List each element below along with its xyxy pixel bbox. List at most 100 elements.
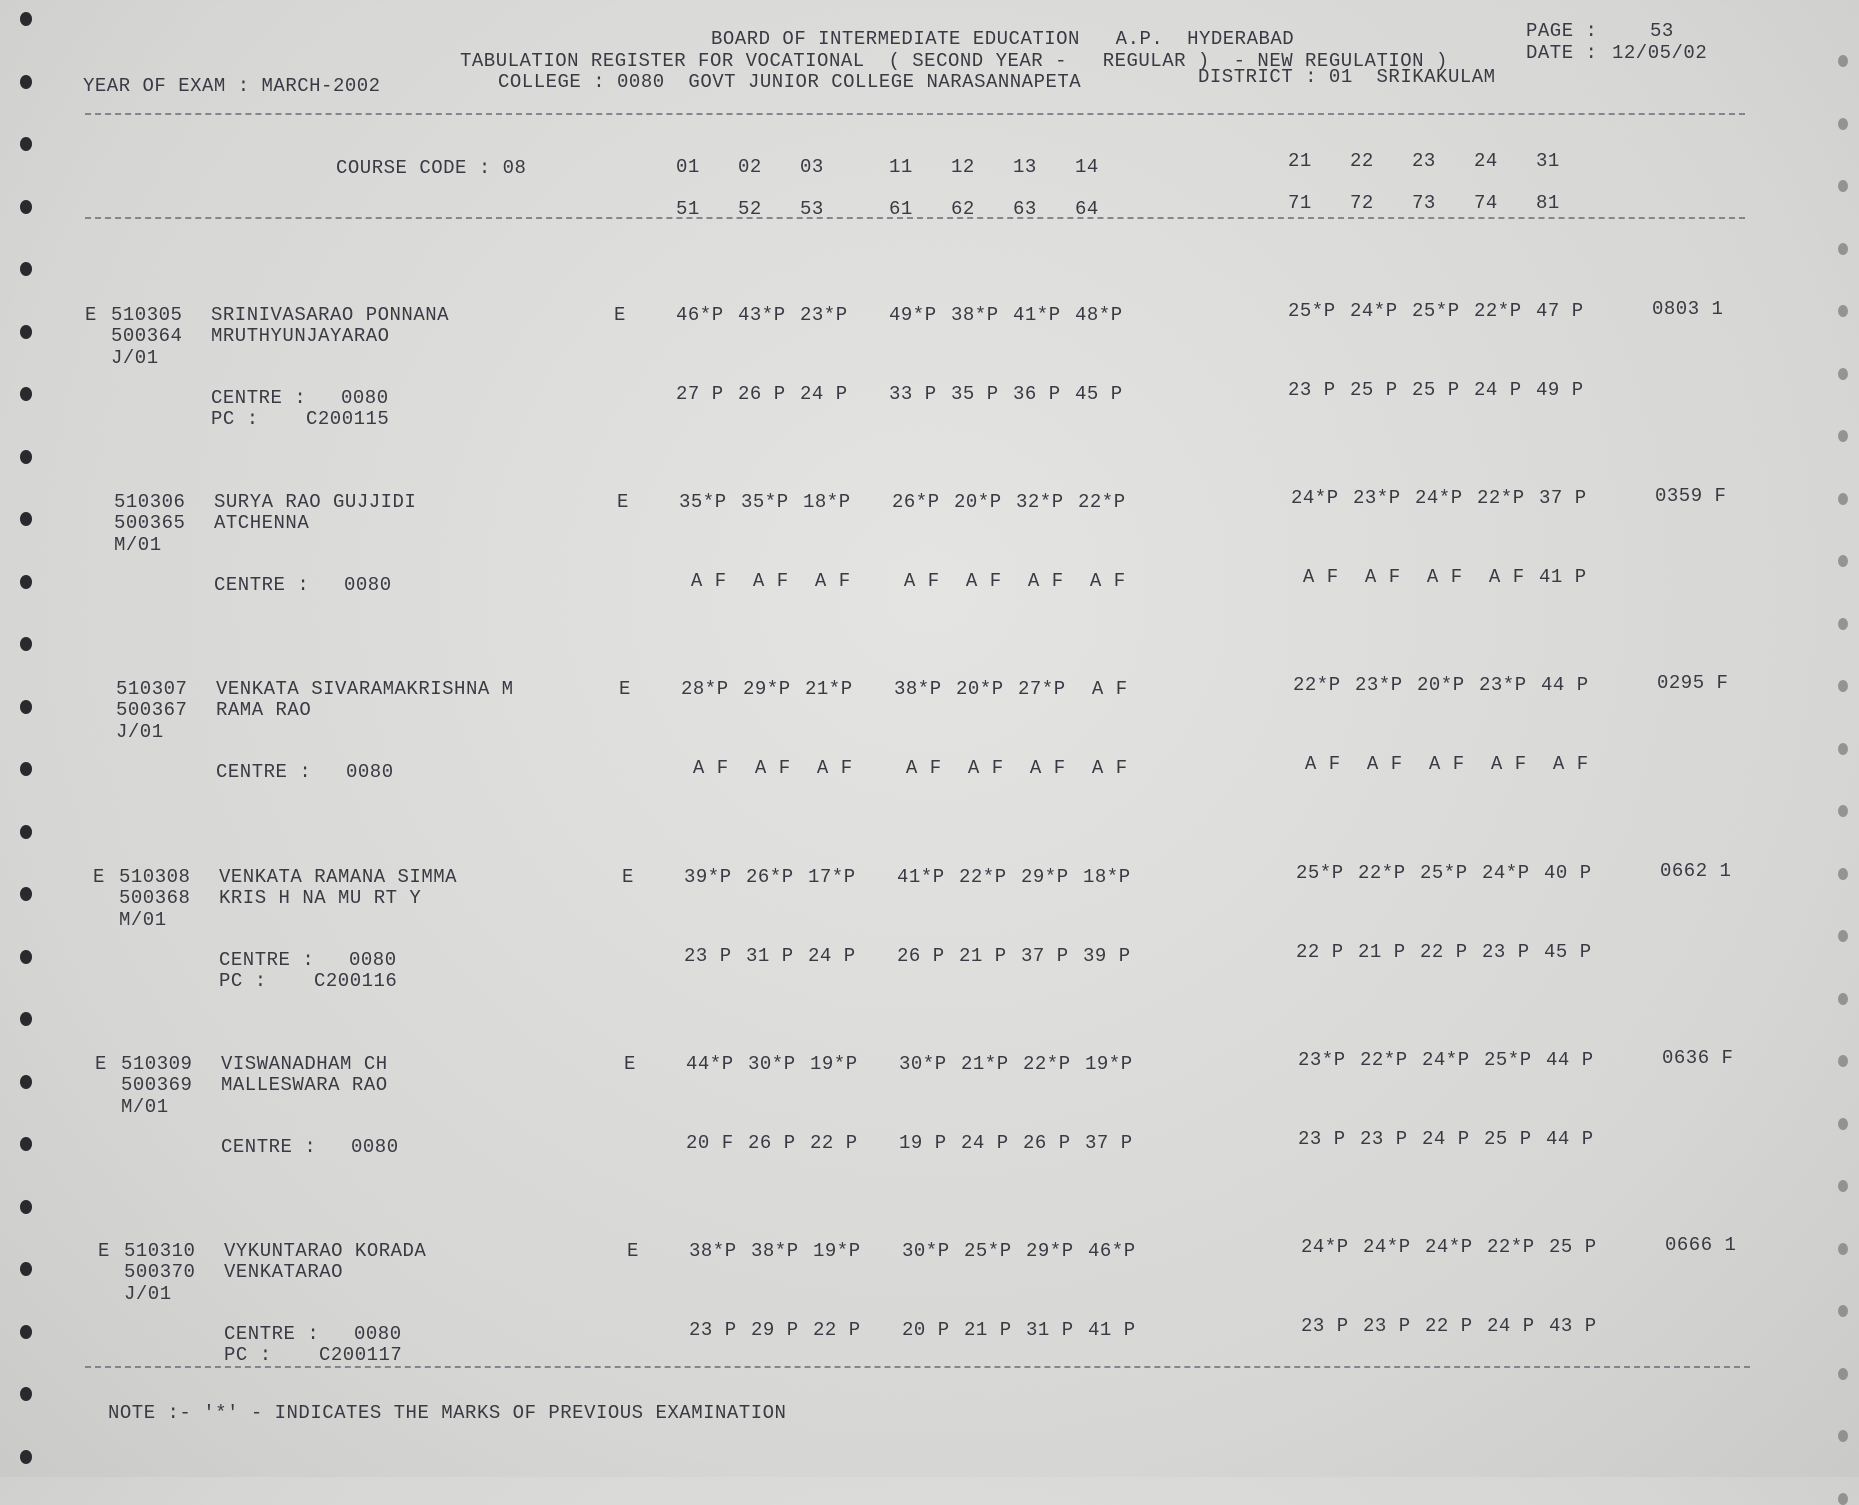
punch-hole: [20, 1387, 32, 1401]
mark-current: 41*P: [897, 866, 945, 888]
punch-hole: [20, 949, 32, 964]
column-code: 62: [951, 198, 975, 220]
mark-current: 19*P: [1085, 1053, 1133, 1075]
punch-hole: [20, 637, 32, 651]
previous-roll-number: 500370: [124, 1261, 196, 1283]
mark-current: 18*P: [803, 491, 851, 513]
mark-second: A F: [1415, 566, 1463, 588]
mark-current: 35*P: [741, 491, 789, 513]
mark-current: 35*P: [679, 491, 727, 513]
punch-hole: [20, 1074, 32, 1089]
mark-current: 17*P: [808, 866, 856, 888]
punch-hole: [1838, 1305, 1848, 1317]
column-code: 73: [1412, 192, 1436, 214]
centre-code: 0080: [346, 761, 394, 783]
pc-code: C200115: [306, 408, 390, 430]
divider-header: [85, 217, 1745, 219]
mark-current: 23*P: [1353, 487, 1401, 509]
mark-second: 24 P: [808, 945, 856, 967]
mark-current: 44 P: [1546, 1049, 1594, 1071]
mark-second: 19 P: [899, 1132, 947, 1154]
column-code: 14: [1075, 156, 1099, 178]
mark-second: 23 P: [1363, 1315, 1411, 1337]
column-code: 52: [738, 198, 762, 220]
district: DISTRICT : 01 SRIKAKULAM: [1198, 66, 1496, 88]
mark-current: 22*P: [959, 866, 1007, 888]
mark-second: A F: [803, 570, 851, 592]
mark-second: 24 P: [800, 383, 848, 405]
mark-second: 22 P: [1425, 1315, 1473, 1337]
mark-second: A F: [1477, 566, 1525, 588]
mark-current: 43*P: [738, 304, 786, 326]
column-code: 53: [800, 198, 824, 220]
punch-hole: [1838, 1242, 1848, 1255]
punch-hole: [1838, 930, 1848, 942]
mark-second: 37 P: [1021, 945, 1069, 967]
mark-current: 28*P: [681, 678, 729, 700]
mark-second: 25 P: [1350, 379, 1398, 401]
mark-current: 22*P: [1358, 862, 1406, 884]
mark-current: 39*P: [684, 866, 732, 888]
column-code: 02: [738, 156, 762, 178]
punch-hole: [1838, 1492, 1848, 1505]
mark-current: 38*P: [894, 678, 942, 700]
result-code: 0803 1: [1652, 298, 1724, 320]
mark-current: 22*P: [1360, 1049, 1408, 1071]
mark-current: 21*P: [961, 1053, 1009, 1075]
mark-second: 24 P: [1487, 1315, 1535, 1337]
result-code: 0359 F: [1655, 485, 1727, 507]
mark-second: 45 P: [1075, 383, 1123, 405]
mark-second: A F: [956, 757, 1004, 779]
centre-label: CENTRE :: [221, 1136, 317, 1158]
mark-second: 23 P: [684, 945, 732, 967]
column-code: 31: [1536, 150, 1560, 172]
punch-hole: [1838, 492, 1848, 505]
mark-current: 30*P: [902, 1240, 950, 1262]
mark-second: 24 P: [1422, 1128, 1470, 1150]
medium: E: [622, 866, 634, 888]
mark-current: 22*P: [1293, 674, 1341, 696]
record-prefix: E: [95, 1053, 107, 1075]
group-code: J/01: [116, 721, 164, 743]
mark-current: 24*P: [1350, 300, 1398, 322]
column-code: 24: [1474, 150, 1498, 172]
punch-hole: [1838, 1117, 1848, 1130]
punch-hole: [1838, 305, 1848, 317]
student-name: SRINIVASARAO PONNANA: [211, 304, 450, 326]
mark-second: 26 P: [748, 1132, 796, 1154]
student-name: VENKATA RAMANA SIMMA: [219, 866, 458, 888]
mark-current: 30*P: [748, 1053, 796, 1075]
mark-current: A F: [1080, 678, 1128, 700]
mark-second: 49 P: [1536, 379, 1584, 401]
centre-code: 0080: [349, 949, 397, 971]
mark-second: A F: [1291, 566, 1339, 588]
medium: E: [627, 1240, 639, 1262]
group-code: J/01: [111, 347, 159, 369]
mark-second: 29 P: [751, 1319, 799, 1341]
mark-current: 24*P: [1363, 1236, 1411, 1258]
mark-second: A F: [1078, 570, 1126, 592]
result-code: 0662 1: [1660, 860, 1732, 882]
mark-second: 22 P: [1420, 941, 1468, 963]
mark-current: 20*P: [1417, 674, 1465, 696]
mark-second: 31 P: [746, 945, 794, 967]
college: COLLEGE : 0080 GOVT JUNIOR COLLEGE NARAS…: [498, 71, 1082, 93]
mark-current: 47 P: [1536, 300, 1584, 322]
previous-roll-number: 500369: [121, 1074, 193, 1096]
pc-label: PC :: [219, 970, 267, 992]
mark-second: A F: [1417, 753, 1465, 775]
mark-second: 25 P: [1412, 379, 1460, 401]
column-code: 21: [1288, 150, 1312, 172]
medium: E: [619, 678, 631, 700]
punch-hole: [20, 824, 32, 839]
mark-current: 20*P: [956, 678, 1004, 700]
centre-code: 0080: [354, 1323, 402, 1345]
mark-second: 23 P: [1301, 1315, 1349, 1337]
divider-bottom: [85, 1366, 1750, 1368]
punch-hole: [1838, 992, 1848, 1005]
pc-code: C200117: [319, 1344, 403, 1366]
mark-second: 23 P: [1298, 1128, 1346, 1150]
mark-second: 20 P: [902, 1319, 950, 1341]
group-code: M/01: [121, 1096, 169, 1118]
column-code: 13: [1013, 156, 1037, 178]
